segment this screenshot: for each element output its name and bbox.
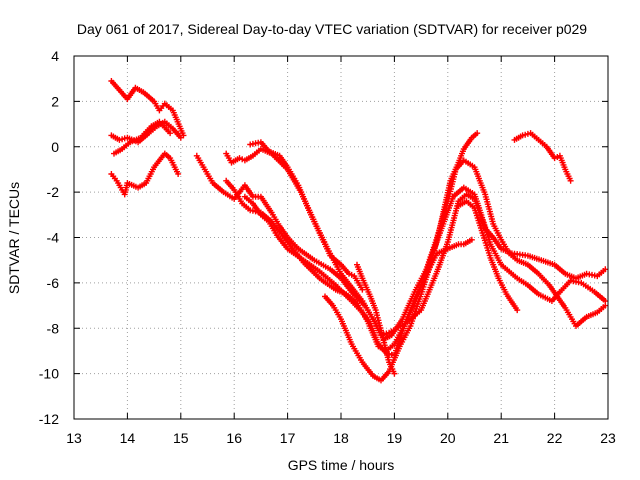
x-tick-label: 14 (120, 430, 136, 446)
x-tick-label: 22 (547, 430, 563, 446)
series-track-8 (247, 139, 366, 293)
plot-frame (73, 55, 609, 420)
y-tick-label: -4 (47, 230, 60, 246)
series-track-2 (108, 150, 182, 198)
series-markers (455, 198, 521, 314)
series-track-12 (511, 130, 574, 184)
series-markers (247, 139, 366, 293)
x-tick-label: 20 (440, 430, 456, 446)
series-track-3 (108, 118, 184, 146)
grid-lines (74, 56, 608, 419)
x-tick-label: 21 (493, 430, 509, 446)
y-tick-label: -10 (39, 366, 59, 382)
series-trace (513, 132, 572, 182)
y-tick-label: 0 (51, 139, 59, 155)
series-track-4 (111, 118, 174, 157)
series-track-5 (193, 152, 609, 339)
series-markers (322, 130, 481, 384)
x-axis-label: GPS time / hours (288, 457, 395, 473)
x-tick-label: 15 (173, 430, 189, 446)
series-markers (511, 130, 574, 184)
series-track-9 (241, 193, 475, 359)
data-series (108, 78, 609, 384)
y-tick-label: -6 (47, 275, 60, 291)
series-markers (193, 152, 609, 339)
y-tick-label: -2 (47, 184, 60, 200)
series-trace (225, 179, 607, 353)
series-markers (108, 150, 182, 198)
series-track-11 (354, 261, 398, 377)
series-markers (354, 261, 398, 377)
series-track-1 (108, 78, 187, 139)
x-tick-label: 23 (600, 430, 616, 446)
y-tick-label: 4 (51, 48, 59, 64)
x-tick-label: 18 (333, 430, 349, 446)
x-tick-label: 17 (280, 430, 296, 446)
series-track-10 (322, 130, 481, 384)
x-tick-label: 13 (66, 430, 82, 446)
x-tick-label: 16 (226, 430, 242, 446)
chart-title: Day 061 of 2017, Sidereal Day-to-day VTE… (77, 21, 587, 37)
x-tick-label: 19 (387, 430, 403, 446)
series-track-13 (455, 198, 521, 314)
y-tick-label: -8 (47, 320, 60, 336)
y-tick-label: 2 (51, 93, 59, 109)
series-markers (108, 78, 187, 139)
y-tick-label: -12 (39, 411, 59, 427)
series-markers (111, 118, 174, 157)
series-trace (195, 154, 607, 337)
y-axis-label: SDTVAR / TECUs (6, 182, 22, 294)
series-markers (241, 193, 475, 359)
